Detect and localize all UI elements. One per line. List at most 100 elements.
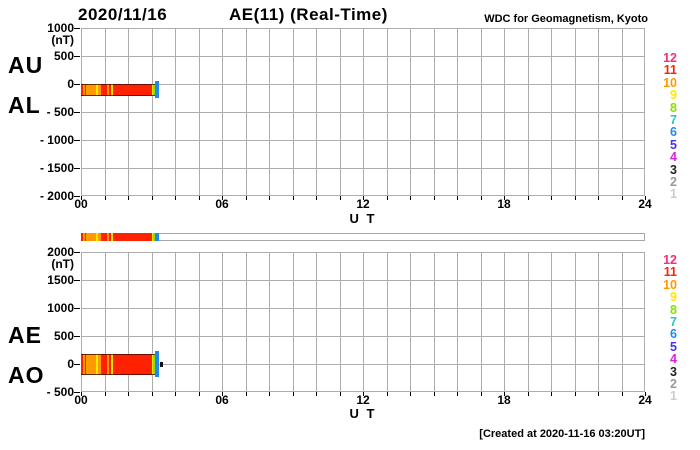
x-axis-tick [245, 392, 247, 396]
band-segment [100, 353, 107, 375]
availability-bar-segment [83, 233, 85, 241]
y-tick-label: 500 [53, 329, 74, 343]
x-axis-tick [574, 196, 576, 200]
gridline-vertical [316, 252, 317, 392]
availability-bar-segment [151, 233, 153, 241]
legend-count-12: 12 [663, 253, 677, 267]
x-axis-tick [410, 392, 411, 396]
gridline-vertical [128, 252, 129, 392]
legend-count-4: 4 [670, 150, 677, 165]
y-tick-label: - 2000 [39, 189, 74, 203]
availability-bar-track [81, 233, 645, 241]
availability-bar-segment [152, 233, 156, 241]
gridline-horizontal [81, 168, 645, 169]
y-tick-label: 500 [53, 49, 74, 63]
x-axis-tick [621, 196, 623, 200]
x-axis-tick [292, 196, 294, 200]
x-axis-tick [410, 196, 411, 200]
y-axis-tick [74, 280, 80, 281]
label-ae: AE [8, 322, 42, 348]
band-segment [100, 84, 107, 96]
legend-count-12: 12 [663, 51, 677, 65]
legend-count-4: 4 [670, 352, 677, 367]
band-segment [111, 84, 113, 96]
availability-bar-segment [96, 233, 98, 241]
x-axis-tick [175, 392, 176, 396]
legend-count-10: 10 [663, 75, 677, 90]
x-axis-tick [198, 196, 200, 200]
x-axis-tick [551, 196, 552, 200]
x-axis-tick [457, 392, 458, 396]
x-axis-tick [598, 392, 599, 396]
legend-count-5: 5 [670, 137, 677, 152]
gridline-vertical [363, 252, 364, 392]
label-ao: AO [8, 362, 45, 388]
y-tick-label: - 500 [46, 385, 74, 399]
gridline-horizontal [81, 140, 645, 141]
x-tick-label: 24 [638, 197, 652, 211]
legend-count-1: 1 [670, 389, 677, 404]
legend-count-7: 7 [670, 113, 677, 127]
gridline-vertical [527, 252, 529, 392]
legend-count-5: 5 [670, 339, 677, 354]
availability-bar-segment [106, 233, 109, 241]
y-tick-label: 0 [67, 77, 74, 91]
x-axis-tick [339, 392, 341, 396]
gridline-horizontal [81, 280, 645, 281]
band-segment [81, 84, 84, 96]
band-lower-edge [81, 94, 156, 96]
label-au: AU [8, 52, 44, 78]
availability-bar-segment [81, 233, 84, 241]
availability-bar-segment [155, 233, 160, 241]
availability-bar-segment [100, 233, 107, 241]
legend-count-7: 7 [670, 315, 677, 329]
x-axis-tick [527, 196, 529, 200]
y-axis-tick [74, 196, 80, 197]
x-tick-label: 00 [74, 393, 88, 407]
unit-label-bottom: (nT) [51, 257, 74, 271]
y-axis-tick [74, 140, 80, 141]
gridline-vertical [457, 252, 458, 392]
x-axis-tick [245, 196, 247, 200]
legend-count-1: 1 [670, 187, 677, 202]
band-segment [83, 84, 85, 96]
band-segment [106, 84, 109, 96]
y-axis-tick [74, 336, 80, 337]
y-tick-label: - 1500 [39, 161, 74, 175]
gridline-horizontal [81, 336, 645, 337]
band-segment [108, 84, 112, 96]
x-axis-tick [128, 196, 129, 200]
availability-bar-segment [85, 233, 97, 241]
legend-count-6: 6 [670, 327, 677, 342]
legend-count-2: 2 [670, 175, 677, 189]
gridline-vertical [222, 252, 223, 392]
y-axis-tick [74, 112, 80, 113]
y-axis-tick [74, 364, 80, 365]
gridline-vertical [269, 252, 270, 392]
legend-count-11: 11 [663, 63, 677, 78]
availability-bar-segment [84, 233, 86, 241]
label-al: AL [8, 92, 41, 118]
x-axis-tick [269, 196, 270, 200]
band-segment [111, 353, 113, 375]
x-tick-label: 00 [74, 197, 88, 211]
gridline-vertical [598, 252, 599, 392]
band-segment [85, 353, 97, 375]
y-tick-label: 1000 [47, 21, 74, 35]
plot-title: AE(11) (Real-Time) [229, 5, 388, 24]
x-axis-tick [128, 392, 129, 396]
x-axis-tick [433, 392, 435, 396]
gridline-horizontal [81, 308, 645, 309]
band-segment [84, 84, 86, 96]
gridline-horizontal [81, 112, 645, 113]
gridline-horizontal [81, 364, 645, 365]
band-segment [155, 350, 160, 377]
band-segment [112, 353, 152, 375]
legend-count-11: 11 [663, 265, 677, 280]
legend-count-9: 9 [670, 88, 677, 103]
gridline-vertical [410, 252, 411, 392]
x-axis-tick [339, 196, 341, 200]
y-axis-tick [74, 84, 80, 85]
x-axis-tick [621, 392, 623, 396]
